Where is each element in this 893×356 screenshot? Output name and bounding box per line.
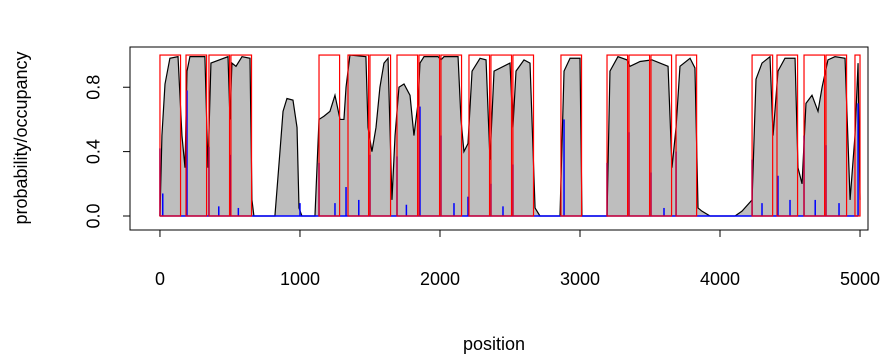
y-axis-label: probability/occupancy [11, 51, 31, 224]
nucleosome-call [185, 54, 208, 217]
nucleosome-call [560, 54, 583, 217]
y-tick-label: 0.0 [84, 203, 104, 228]
nucleosome-call [318, 54, 341, 217]
x-tick-label: 3000 [560, 269, 600, 289]
nucleosome-call [751, 54, 774, 217]
x-tick-label: 1000 [280, 269, 320, 289]
nucleosome-call [512, 54, 535, 217]
nucleosome-call [468, 54, 491, 217]
occupancy-area [159, 55, 861, 216]
nucleosome-call [650, 54, 673, 217]
x-tick-label: 0 [155, 269, 165, 289]
nucleosome-call [396, 54, 419, 217]
nucleosome-call [776, 54, 799, 217]
nucleosome-call [418, 54, 441, 217]
nucleosome-call [490, 54, 513, 217]
x-tick-label: 5000 [840, 269, 880, 289]
x-tick-label: 2000 [420, 269, 460, 289]
y-tick-label: 0.8 [84, 75, 104, 100]
nucleosome-call [347, 54, 370, 217]
nucleosome-call [675, 54, 698, 217]
nucleosome-call [369, 54, 392, 217]
x-axis-label: position [463, 334, 525, 354]
nucleosome-call [825, 54, 848, 217]
x-tick-label: 4000 [700, 269, 740, 289]
nucleosome-call [208, 54, 231, 217]
nucleosome-call [606, 54, 629, 217]
nucleosome-call [159, 54, 182, 217]
nucleosome-call [628, 54, 651, 217]
nucleosome-call [440, 54, 463, 217]
y-tick-label: 0.4 [84, 139, 104, 164]
nucleosome-call [230, 54, 253, 217]
nucleosome-call [803, 54, 826, 217]
nucleosome-call [854, 54, 861, 217]
